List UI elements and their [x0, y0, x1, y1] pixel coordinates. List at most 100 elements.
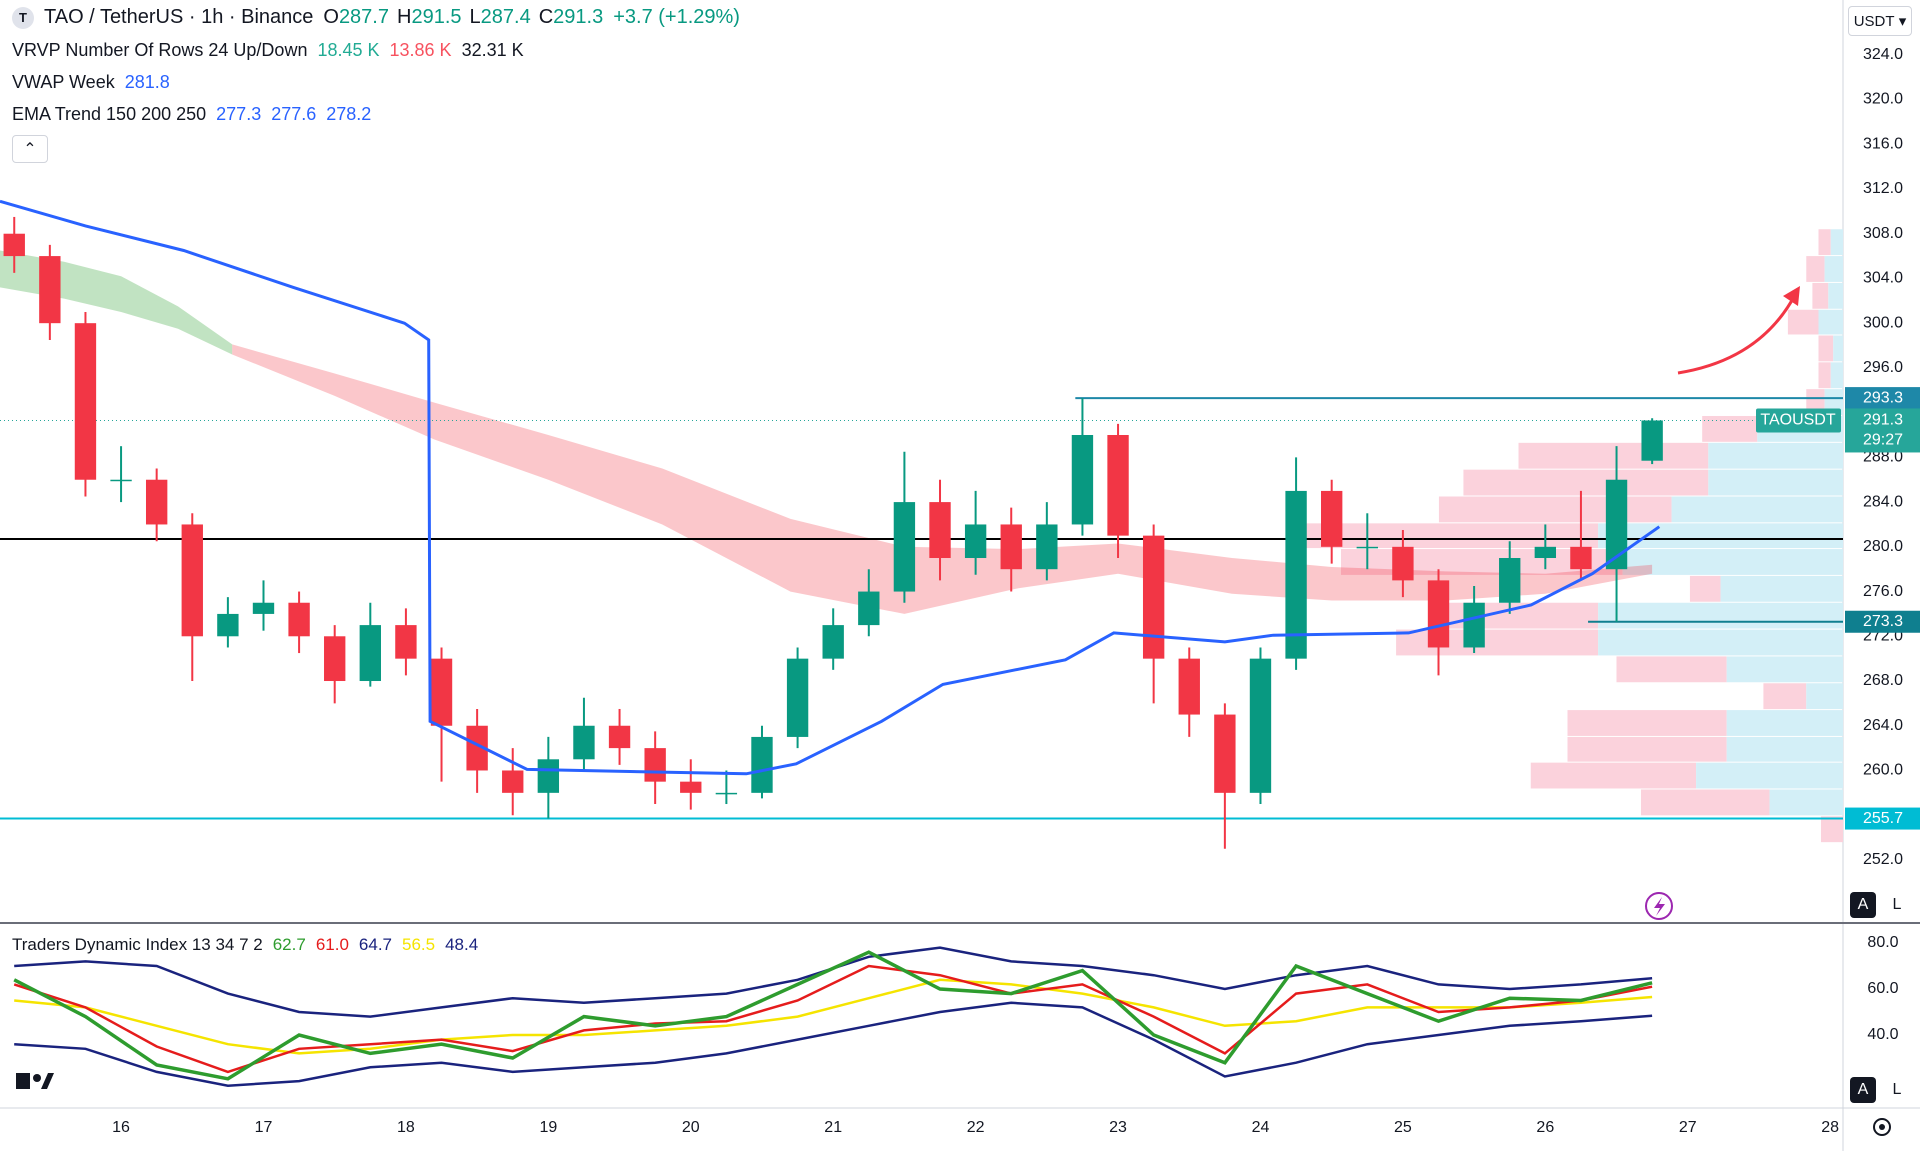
indicator-value: 13.86 K — [389, 40, 452, 60]
candle-body — [3, 233, 25, 257]
y-tick-label: 260.0 — [1863, 762, 1903, 779]
auto-scale-button[interactable]: A — [1850, 1077, 1876, 1103]
header-row: T TAO / TetherUS · 1h · Binance O287.7 H2… — [12, 6, 740, 29]
log-scale-button[interactable]: L — [1884, 892, 1910, 918]
vp-up-bar — [1696, 762, 1843, 789]
vp-up-bar — [1726, 710, 1843, 736]
candle-body — [1356, 546, 1378, 549]
vp-down-bar — [1818, 335, 1834, 362]
candle-body — [1000, 524, 1022, 570]
vp-down-bar — [1818, 229, 1831, 256]
tdi-y-tick-label: 60.0 — [1867, 980, 1898, 997]
ohlc-value: 287.4 — [480, 6, 531, 28]
candle-body — [39, 256, 61, 324]
level-axis-box — [1845, 610, 1920, 633]
vp-up-bar — [1830, 362, 1843, 389]
axes: 252.0256.0260.0264.0268.0272.0276.0280.0… — [112, 46, 1920, 1136]
indicator-value: 18.45 K — [317, 40, 380, 60]
vp-up-bar — [1833, 335, 1843, 362]
tdi-legend: Traders Dynamic Index 13 34 7 2 62.7 61.0… — [12, 935, 478, 955]
x-tick-label: 20 — [682, 1119, 700, 1136]
candle-body — [110, 479, 132, 482]
ohlc-item: H291.5 — [397, 6, 462, 29]
ohlc-value: 291.3 — [553, 6, 604, 28]
alert-icon[interactable] — [1645, 892, 1673, 920]
vp-up-bar — [1828, 282, 1843, 309]
symbol-title: TAO / TetherUS · 1h · Binance — [44, 6, 314, 28]
y-tick-label: 284.0 — [1863, 493, 1903, 510]
candle-body — [324, 636, 346, 682]
log-scale-button[interactable]: L — [1884, 1077, 1910, 1103]
candle-body — [858, 591, 880, 626]
candle-body — [715, 792, 738, 795]
ohlc-item: O287.7 — [323, 6, 389, 29]
y-tick-label: 276.0 — [1863, 583, 1903, 600]
auto-label: A — [1857, 1081, 1869, 1098]
y-tick-label: 312.0 — [1863, 180, 1903, 197]
x-tick-label: 26 — [1536, 1119, 1554, 1136]
candle-body — [680, 781, 702, 793]
candle-body — [466, 725, 488, 771]
candle-body — [502, 770, 524, 793]
vp-up-bar — [1598, 523, 1843, 549]
settings-icon[interactable] — [1873, 1118, 1891, 1136]
vp-down-bar — [1812, 282, 1829, 309]
ohlc-label: C — [538, 6, 554, 28]
currency-button[interactable]: USDT ▾ — [1848, 6, 1912, 36]
level-axis-label: 273.3 — [1863, 613, 1903, 630]
vp-down-bar — [1818, 362, 1831, 389]
candle-body — [217, 613, 239, 637]
y-tick-label: 304.0 — [1863, 270, 1903, 287]
y-tick-label: 280.0 — [1863, 538, 1903, 555]
log-label: L — [1892, 1081, 1902, 1098]
candle-body — [1463, 602, 1485, 648]
candle-body — [1605, 479, 1628, 570]
tdi-legend-value: 62.7 — [272, 935, 306, 954]
symbol-tag: TAOUSDT — [1760, 412, 1835, 429]
vp-down-bar — [1689, 575, 1721, 602]
vp-down-bar — [1396, 629, 1599, 656]
candle-body — [1641, 420, 1663, 461]
vp-up-bar — [1824, 256, 1843, 282]
collapse-button[interactable]: ⌃ — [12, 135, 48, 163]
vp-down-bar — [1518, 442, 1709, 469]
indicator-value: 281.8 — [124, 72, 170, 92]
vp-down-bar — [1702, 415, 1758, 442]
candle-body — [893, 502, 916, 592]
ohlc-label: O — [323, 6, 339, 28]
tdi-line — [14, 1001, 1653, 1087]
auto-scale-button[interactable]: A — [1850, 892, 1876, 918]
vp-down-bar — [1787, 309, 1819, 335]
currency: USDT — [1853, 12, 1895, 30]
vp-down-bar — [1530, 762, 1697, 789]
vp-down-bar — [1806, 256, 1825, 282]
ohlc-label: L — [469, 6, 481, 28]
vp-up-bar — [1830, 229, 1843, 256]
last-price-label: 291.3 — [1863, 412, 1903, 429]
candle-body — [145, 479, 168, 525]
y-tick-label: 252.0 — [1863, 851, 1903, 868]
candle-body — [1036, 524, 1058, 570]
vp-up-bar — [1671, 496, 1843, 523]
x-tick-label: 23 — [1109, 1119, 1127, 1136]
tdi-legend-value: 48.4 — [445, 935, 479, 954]
vp-up-bar — [1598, 629, 1843, 656]
candle-body — [786, 658, 809, 737]
candle-body — [929, 502, 951, 559]
indicator-row: VWAP Week 281.8 — [12, 72, 170, 93]
vp-up-bar — [1598, 602, 1843, 629]
candle-body — [1427, 580, 1450, 648]
tdi-legend-value: 64.7 — [358, 935, 392, 954]
candle-body — [822, 625, 844, 659]
vp-up-bar — [1726, 656, 1843, 683]
ohlc-item: L287.4 — [470, 6, 531, 29]
vp-up-bar — [1726, 736, 1843, 762]
candle-body — [751, 736, 773, 793]
tdi-line — [13, 950, 1653, 1081]
candle-body — [430, 658, 453, 726]
indicator-row: EMA Trend 150 200 250 277.3 277.6 278.2 — [12, 104, 371, 125]
tdi-title: Traders Dynamic Index 13 34 7 2 — [12, 935, 263, 954]
tdi-line — [13, 964, 1653, 1074]
change: +3.7 (+1.29%) — [613, 6, 740, 28]
